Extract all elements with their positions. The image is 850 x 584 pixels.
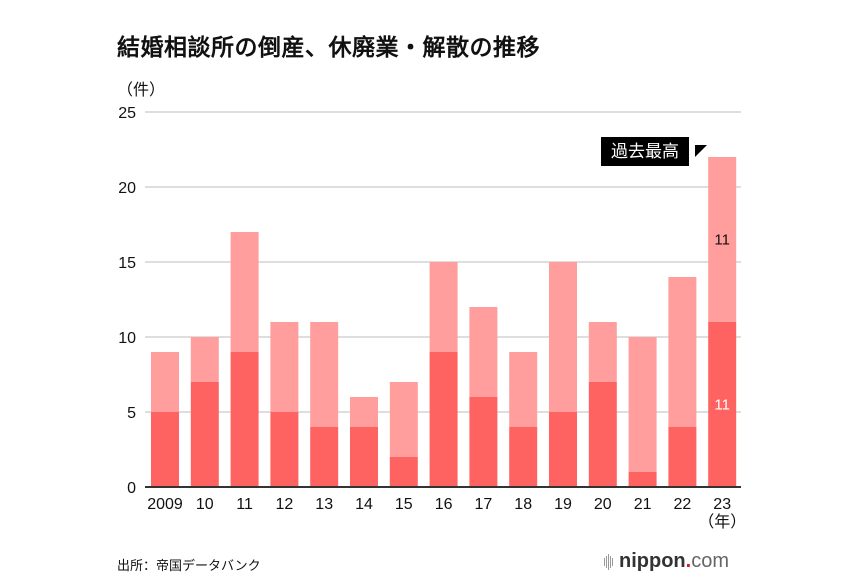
x-tick-label: 19 — [554, 496, 572, 513]
x-tick-label: 20 — [594, 496, 612, 513]
logo-brand: nippon — [619, 550, 686, 572]
bar-top-21 — [628, 337, 657, 472]
bar-top-14 — [350, 397, 378, 427]
x-tick-label: 23 — [713, 496, 731, 513]
bar-bottom-13 — [310, 427, 339, 487]
chart-title: 結婚相談所の倒産、休廃業・解散の推移 — [117, 34, 540, 60]
data-label-top: 11 — [714, 232, 730, 249]
x-tick-label: 22 — [674, 496, 692, 513]
nippon-logo: nippon. com — [604, 550, 729, 573]
x-tick-label: 10 — [196, 496, 214, 513]
x-tick-label: 21 — [634, 496, 652, 513]
x-tick-label: 15 — [395, 496, 413, 513]
bar-top-23 — [708, 157, 737, 322]
bar-bottom-16 — [429, 352, 458, 487]
bar-bottom-14 — [350, 427, 378, 487]
bar-top-17 — [469, 307, 498, 397]
bar-bottom-11 — [230, 352, 259, 487]
logo-tld: com — [691, 550, 729, 572]
logo-dot: . — [685, 550, 692, 572]
y-tick-label: 10 — [118, 330, 136, 347]
y-tick-label: 5 — [127, 405, 136, 422]
bar-top-12 — [270, 322, 299, 412]
bar-bottom-17 — [469, 397, 498, 487]
y-tick-label: 0 — [127, 480, 136, 497]
bar-top-16 — [429, 262, 458, 352]
x-axis-unit-label: （年） — [698, 513, 746, 531]
bar-top-11 — [230, 232, 259, 352]
x-tick-label: 17 — [475, 496, 493, 513]
bar-bottom-2009 — [151, 412, 179, 487]
annotation-record-high: 過去最高 — [601, 137, 689, 166]
y-tick-label: 25 — [118, 105, 136, 122]
x-tick-label: 18 — [514, 496, 532, 513]
bar-top-13 — [310, 322, 339, 427]
source-note: 出所：帝国データバンク — [117, 558, 261, 573]
bar-top-2009 — [151, 352, 179, 412]
x-tick-label: 11 — [236, 496, 253, 513]
bar-bottom-20 — [588, 382, 617, 487]
bar-bottom-19 — [549, 412, 577, 487]
bar-bottom-21 — [628, 472, 657, 487]
x-tick-label: 2009 — [147, 496, 183, 513]
bar-top-22 — [668, 277, 697, 427]
bar-top-19 — [549, 262, 577, 412]
bar-bottom-12 — [270, 412, 299, 487]
x-tick-label: 13 — [315, 496, 333, 513]
y-tick-label: 15 — [118, 255, 136, 272]
bar-top-20 — [588, 322, 617, 382]
bar-bottom-18 — [509, 427, 538, 487]
bar-bottom-10 — [190, 382, 219, 487]
bar-bottom-22 — [668, 427, 697, 487]
annotation-pointer — [695, 145, 707, 157]
logo-bars-icon — [604, 553, 613, 570]
bar-top-18 — [509, 352, 538, 427]
data-label-bottom: 11 — [714, 397, 730, 414]
x-tick-label: 14 — [355, 496, 373, 513]
bar-top-10 — [190, 337, 219, 382]
bar-top-15 — [389, 382, 418, 457]
bar-bottom-23 — [708, 322, 737, 487]
y-tick-label: 20 — [118, 180, 136, 197]
x-tick-label: 16 — [435, 496, 453, 513]
x-tick-label: 12 — [276, 496, 294, 513]
bar-bottom-15 — [389, 457, 418, 487]
y-axis-unit-label: （件） — [117, 82, 166, 99]
